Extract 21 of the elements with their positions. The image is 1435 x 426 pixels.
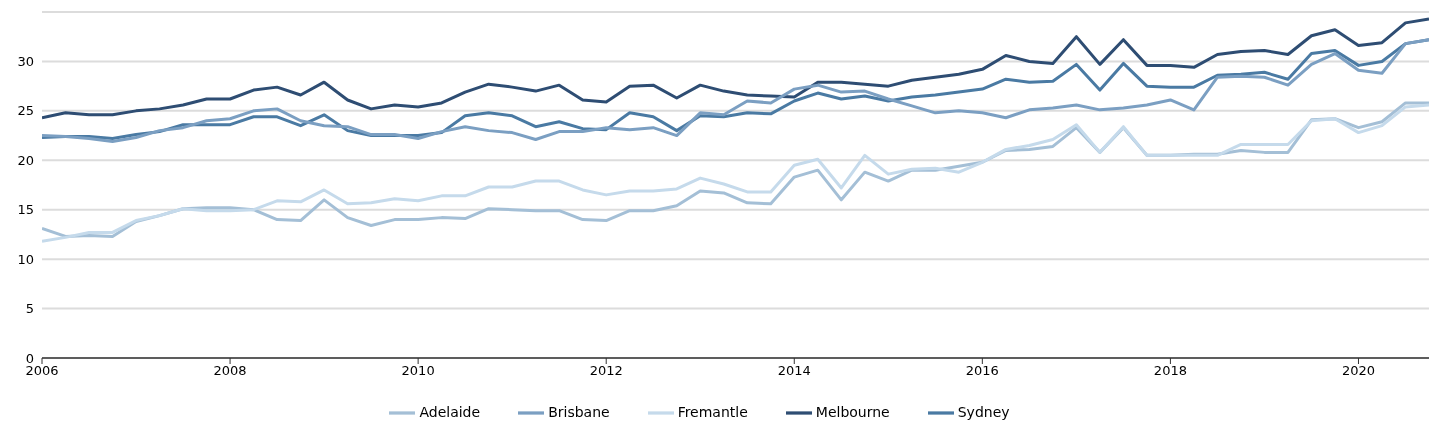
legend-label: Brisbane (548, 404, 610, 420)
legend-label: Sydney (957, 404, 1010, 420)
x-tick-label: 2018 (1153, 363, 1187, 379)
x-tick-label: 2010 (401, 363, 435, 379)
x-tick-label: 2006 (25, 363, 59, 379)
x-tick-label: 2020 (1341, 363, 1376, 379)
y-tick-label: 30 (17, 54, 34, 70)
y-tick-label: 10 (17, 251, 34, 267)
line-series (42, 17, 1429, 120)
x-tick-label: 2012 (589, 363, 623, 379)
y-tick-label: 5 (25, 301, 34, 317)
x-tick-label: 2016 (965, 363, 999, 379)
legend-label: Adelaide (419, 404, 481, 420)
x-tick-label: 2008 (213, 363, 247, 379)
y-tick-label: 20 (17, 152, 34, 168)
legend-label: Melbourne (815, 404, 890, 420)
y-tick-label: 0 (25, 350, 34, 366)
x-tick-label: 2014 (777, 363, 811, 379)
legend-label: Fremantle (677, 404, 748, 420)
y-tick-label: 25 (17, 103, 34, 119)
y-tick-label: 15 (17, 202, 34, 218)
